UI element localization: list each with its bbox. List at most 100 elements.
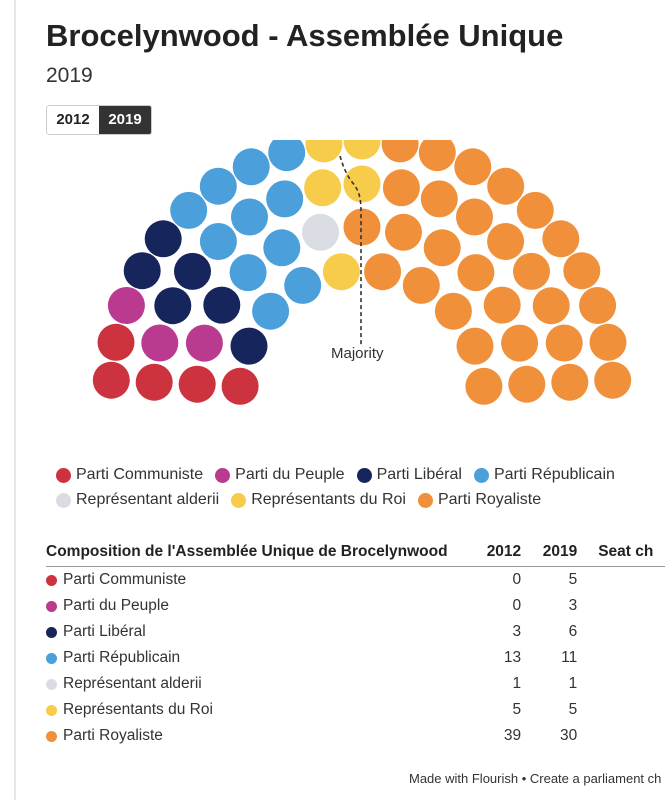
legend-item[interactable]: Parti Libéral — [356, 465, 462, 485]
seat[interactable] — [343, 140, 381, 160]
seat[interactable] — [144, 220, 182, 258]
table-header-2019[interactable]: 2019 — [542, 543, 578, 560]
seat[interactable] — [532, 287, 570, 325]
table-row: Parti Communiste 0 5 — [46, 567, 665, 594]
seat-change-cell — [577, 671, 665, 697]
seat[interactable] — [456, 327, 494, 365]
seat[interactable] — [545, 324, 583, 362]
seat[interactable] — [385, 213, 422, 251]
seat[interactable] — [381, 140, 419, 163]
seat[interactable] — [154, 287, 192, 325]
seat[interactable] — [542, 220, 580, 258]
party-name: Parti Communiste — [63, 571, 187, 588]
legend-item[interactable]: Parti du Peuple — [215, 465, 345, 485]
legend-item[interactable]: Parti Communiste — [56, 465, 203, 485]
seat[interactable] — [178, 365, 216, 403]
party-name: Parti Libéral — [63, 623, 146, 640]
seat[interactable] — [229, 254, 267, 292]
table-row: Parti Royaliste 39 30 — [46, 723, 665, 749]
seat[interactable] — [221, 367, 259, 405]
seat[interactable] — [456, 198, 493, 236]
seat[interactable] — [487, 167, 525, 205]
seat[interactable] — [589, 323, 627, 361]
seat-change-cell — [577, 593, 665, 619]
seat[interactable] — [465, 367, 503, 405]
seats-2012-cell: 39 — [503, 727, 522, 744]
seat[interactable] — [516, 191, 554, 229]
seat[interactable] — [252, 292, 290, 330]
seat[interactable] — [141, 324, 179, 362]
seat[interactable] — [230, 327, 268, 365]
seat[interactable] — [513, 252, 550, 290]
seat[interactable] — [364, 253, 402, 291]
seat[interactable] — [304, 169, 342, 207]
party-name-cell: Représentants du Roi — [46, 697, 482, 723]
seat[interactable] — [170, 191, 208, 229]
seat[interactable] — [231, 198, 268, 236]
legend-item[interactable]: Parti Royaliste — [417, 490, 541, 510]
seat[interactable] — [483, 286, 521, 324]
year-button-2019[interactable]: 2019 — [99, 106, 151, 134]
party-dot-icon — [46, 626, 57, 638]
seat[interactable] — [232, 148, 270, 186]
seat[interactable] — [107, 287, 145, 324]
seat[interactable] — [185, 324, 223, 362]
party-name-cell: Parti Communiste — [46, 567, 482, 594]
seat[interactable] — [418, 140, 456, 172]
seat[interactable] — [563, 252, 601, 290]
seat[interactable] — [487, 223, 525, 260]
seats-2019-cell: 1 — [568, 675, 578, 692]
party-name-cell: Parti Républicain — [46, 645, 482, 671]
seat[interactable] — [382, 169, 420, 207]
seat[interactable] — [302, 213, 339, 251]
seat[interactable] — [199, 167, 237, 205]
party-dot-icon — [46, 730, 57, 742]
seat[interactable] — [284, 266, 322, 304]
table-header-seat-change[interactable]: Seat ch — [598, 543, 654, 560]
seat[interactable] — [551, 363, 589, 401]
party-name: Parti Royaliste — [63, 727, 163, 744]
legend-label: Représentants du Roi — [251, 491, 406, 508]
legend-dot-icon — [231, 492, 247, 508]
seats-2019-cell: 6 — [568, 623, 578, 640]
footer-credit[interactable]: Made with Flourish • Create a parliament… — [409, 771, 662, 786]
seat[interactable] — [420, 180, 458, 218]
seat[interactable] — [457, 254, 495, 292]
seat[interactable] — [423, 229, 461, 267]
seat[interactable] — [92, 361, 130, 399]
seat[interactable] — [199, 223, 237, 260]
seat[interactable] — [343, 208, 381, 246]
seat[interactable] — [343, 165, 381, 203]
seat[interactable] — [579, 287, 617, 324]
seat[interactable] — [266, 180, 304, 218]
seat[interactable] — [402, 266, 440, 304]
party-name-cell: Représentant alderii — [46, 671, 482, 697]
seat[interactable] — [268, 140, 306, 172]
legend-item[interactable]: Représentant alderii — [56, 490, 219, 510]
seat[interactable] — [174, 252, 211, 290]
year-button-2012[interactable]: 2012 — [47, 106, 99, 134]
table-header-name[interactable]: Composition de l'Assemblée Unique de Bro… — [46, 543, 448, 560]
seat[interactable] — [454, 148, 492, 186]
parliament-chart: Majority — [92, 140, 632, 405]
seat[interactable] — [263, 229, 301, 267]
legend-item[interactable]: Parti Républicain — [473, 465, 615, 485]
seat[interactable] — [123, 252, 161, 290]
chart-legend: Parti Communiste Parti du Peuple Parti Lib… — [56, 465, 656, 510]
seat[interactable] — [501, 324, 539, 362]
table-header-2012[interactable]: 2012 — [486, 543, 522, 560]
seat-change-cell — [577, 697, 665, 723]
legend-item[interactable]: Représentants du Roi — [231, 490, 406, 510]
seats-2012-cell: 0 — [512, 597, 522, 614]
seat[interactable] — [322, 253, 360, 291]
seat[interactable] — [305, 140, 343, 163]
seat[interactable] — [203, 286, 241, 324]
seat[interactable] — [508, 365, 546, 403]
left-border — [14, 0, 16, 800]
seat[interactable] — [135, 363, 173, 401]
seats-2012-cell: 0 — [512, 571, 522, 588]
seat[interactable] — [434, 292, 472, 330]
seat[interactable] — [97, 323, 135, 361]
composition-table: Composition de l'Assemblée Unique de Bro… — [46, 538, 665, 749]
seat[interactable] — [594, 361, 632, 399]
